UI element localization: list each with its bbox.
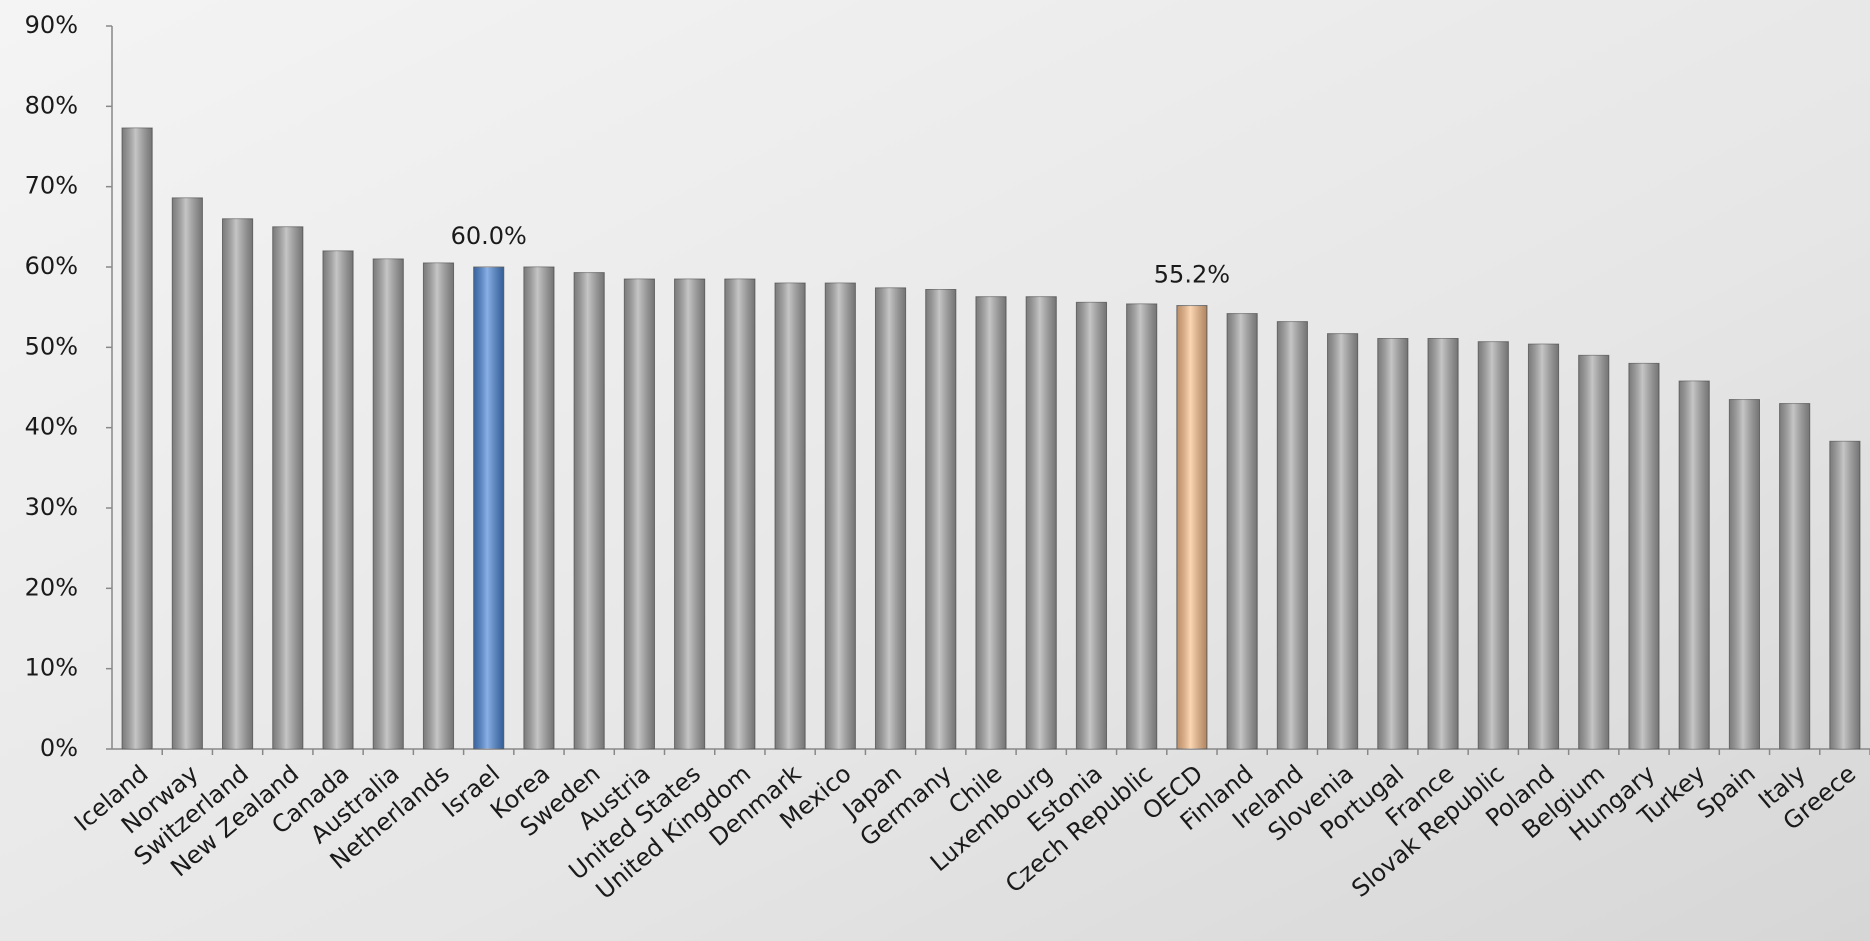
bar-shade: [875, 287, 906, 749]
bar-shade: [1679, 381, 1710, 749]
bar-shade: [624, 279, 655, 749]
y-tick-label: 30%: [25, 493, 78, 521]
y-tick-label: 40%: [25, 413, 78, 441]
y-tick-label: 50%: [25, 332, 78, 360]
bar-shade: [473, 267, 504, 749]
bar-shade: [825, 283, 856, 749]
y-tick-label: 0%: [40, 734, 78, 762]
bar-shade: [523, 267, 555, 749]
bar-shade: [1026, 296, 1057, 749]
bar-shade: [423, 262, 454, 749]
value-label: 60.0%: [451, 222, 527, 250]
bar-shade: [1779, 403, 1810, 749]
bar-shade: [1126, 303, 1157, 749]
y-tick-label: 80%: [25, 91, 78, 119]
bar-shade: [1628, 363, 1660, 749]
bar-shade: [1528, 344, 1559, 749]
bar-shade: [1478, 341, 1509, 749]
y-tick-label: 60%: [25, 252, 78, 280]
y-tick-label: 10%: [25, 654, 78, 682]
bar-shade: [1729, 399, 1760, 749]
value-label: 55.2%: [1154, 261, 1230, 289]
bar-shade: [1076, 302, 1107, 749]
y-tick-label: 20%: [25, 573, 78, 601]
y-tick-label: 70%: [25, 172, 78, 200]
bar-shade: [975, 296, 1007, 749]
bar-shade: [674, 279, 705, 749]
bar-shade: [574, 272, 605, 749]
bar-shade: [1176, 305, 1207, 749]
bar-shade: [222, 218, 253, 750]
bar-shade: [925, 289, 956, 749]
bar-shade: [1327, 333, 1358, 749]
bar-shade: [373, 258, 404, 749]
bar-shade: [322, 250, 354, 749]
bar-shade: [1377, 338, 1408, 749]
bar-shade: [1427, 338, 1459, 749]
bar-shade: [775, 283, 806, 749]
bar-shade: [1227, 313, 1258, 749]
bar-shade: [724, 279, 755, 749]
bar-shade: [1829, 441, 1860, 749]
bar-shade: [1277, 321, 1308, 749]
bar-shade: [122, 128, 153, 750]
bar-shade: [1578, 355, 1609, 749]
bar-shade: [272, 226, 303, 750]
bar-shade: [172, 197, 203, 749]
y-tick-label: 90%: [25, 11, 78, 39]
